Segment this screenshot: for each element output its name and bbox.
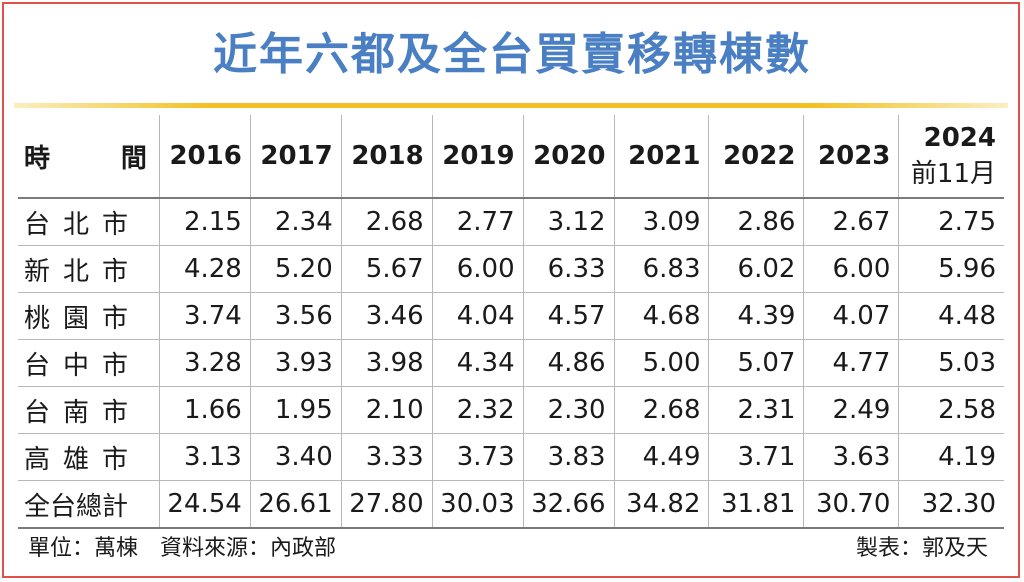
value-cell: 32.30 <box>898 480 1004 529</box>
row-label: 高雄市 <box>18 433 160 481</box>
table-row: 桃園市 3.74 3.56 3.46 4.04 4.57 4.68 4.39 4.07 4.48 <box>18 292 1004 340</box>
value-cell: 6.83 <box>613 245 709 293</box>
row-label: 台南市 <box>18 386 160 434</box>
value-cell: 31.81 <box>708 480 804 529</box>
value-cell: 6.00 <box>431 245 524 293</box>
time-header-char-2: 間 <box>120 143 147 174</box>
header-row: 時 間 2016 2017 2018 2019 2020 2021 2022 2… <box>18 115 1004 199</box>
value-cell: 26.61 <box>249 480 342 529</box>
row-label: 全台總計 <box>18 480 160 529</box>
footer-source: 單位：萬棟 資料來源：內政部 <box>28 536 337 561</box>
value-cell: 5.07 <box>708 339 804 387</box>
value-cell: 1.66 <box>158 386 251 434</box>
table-row: 台北市 2.15 2.34 2.68 2.77 3.12 3.09 2.86 2.67 2.75 <box>18 198 1004 246</box>
value-cell: 2.49 <box>803 386 899 434</box>
value-cell: 2.32 <box>431 386 524 434</box>
value-cell: 3.73 <box>431 433 524 481</box>
value-cell: 2.67 <box>803 198 899 246</box>
value-cell: 4.34 <box>431 339 524 387</box>
value-cell: 3.40 <box>249 433 342 481</box>
table-row: 台南市 1.66 1.95 2.10 2.32 2.30 2.68 2.31 2.49 2.58 <box>18 386 1004 434</box>
value-cell: 4.57 <box>522 292 615 340</box>
value-cell: 2.77 <box>431 198 524 246</box>
value-cell: 4.49 <box>613 433 709 481</box>
value-cell: 4.48 <box>898 292 1004 340</box>
value-cell: 5.20 <box>249 245 342 293</box>
value-cell: 5.03 <box>898 339 1004 387</box>
value-cell: 4.86 <box>522 339 615 387</box>
value-cell: 2.86 <box>708 198 804 246</box>
footer-credit: 製表：郭及天 <box>855 536 988 561</box>
year-header: 2023 <box>803 115 899 199</box>
year-header: 2019 <box>431 115 524 199</box>
value-cell: 3.13 <box>158 433 251 481</box>
value-cell: 2.15 <box>158 198 251 246</box>
value-cell: 6.00 <box>803 245 899 293</box>
value-cell: 4.28 <box>158 245 251 293</box>
year-header: 2022 <box>708 115 804 199</box>
year-header: 2020 <box>522 115 615 199</box>
value-cell: 3.93 <box>249 339 342 387</box>
value-cell: 2.30 <box>522 386 615 434</box>
value-cell: 2.31 <box>708 386 804 434</box>
row-label: 台北市 <box>18 198 160 246</box>
value-cell: 2.75 <box>898 198 1004 246</box>
value-cell: 4.39 <box>708 292 804 340</box>
value-cell: 3.33 <box>340 433 433 481</box>
table-row: 台中市 3.28 3.93 3.98 4.34 4.86 5.00 5.07 4.77 5.03 <box>18 339 1004 387</box>
value-cell: 2.34 <box>249 198 342 246</box>
value-cell: 6.33 <box>522 245 615 293</box>
value-cell: 2.58 <box>898 386 1004 434</box>
year-header-2024: 2024 前11月 <box>898 115 1004 199</box>
value-cell: 4.04 <box>431 292 524 340</box>
value-cell: 1.95 <box>249 386 342 434</box>
value-cell: 4.19 <box>898 433 1004 481</box>
value-cell: 32.66 <box>522 480 615 529</box>
value-cell: 2.68 <box>613 386 709 434</box>
time-header-char-1: 時 <box>24 143 51 174</box>
value-cell: 27.80 <box>340 480 433 529</box>
value-cell: 3.83 <box>522 433 615 481</box>
value-cell: 5.67 <box>340 245 433 293</box>
row-label: 桃園市 <box>18 292 160 340</box>
value-cell: 5.96 <box>898 245 1004 293</box>
row-label: 台中市 <box>18 339 160 387</box>
value-cell: 3.46 <box>340 292 433 340</box>
value-cell: 34.82 <box>613 480 709 529</box>
value-cell: 3.28 <box>158 339 251 387</box>
value-cell: 24.54 <box>158 480 251 529</box>
value-cell: 3.09 <box>613 198 709 246</box>
value-cell: 2.68 <box>340 198 433 246</box>
value-cell: 3.63 <box>803 433 899 481</box>
value-cell: 30.70 <box>803 480 899 529</box>
title-rule <box>14 103 1008 108</box>
value-cell: 2.10 <box>340 386 433 434</box>
year-header: 2016 <box>158 115 251 199</box>
year-header-2024-note: 前11月 <box>910 158 996 189</box>
value-cell: 3.98 <box>340 339 433 387</box>
table-row: 全台總計 24.54 26.61 27.80 30.03 32.66 34.82 31.81 3… <box>18 480 1004 529</box>
value-cell: 6.02 <box>708 245 804 293</box>
value-cell: 4.07 <box>803 292 899 340</box>
year-header-2024-year: 2024 <box>923 122 996 153</box>
table-row: 新北市 4.28 5.20 5.67 6.00 6.33 6.83 6.02 6.00 5.96 <box>18 245 1004 293</box>
value-cell: 4.77 <box>803 339 899 387</box>
value-cell: 4.68 <box>613 292 709 340</box>
value-cell: 3.12 <box>522 198 615 246</box>
chart-title: 近年六都及全台買賣移轉棟數 <box>213 29 811 80</box>
time-header: 時 間 <box>18 115 160 199</box>
value-cell: 3.71 <box>708 433 804 481</box>
table-row: 高雄市 3.13 3.40 3.33 3.73 3.83 4.49 3.71 3.63 4.19 <box>18 433 1004 481</box>
year-header: 2018 <box>340 115 433 199</box>
value-cell: 30.03 <box>431 480 524 529</box>
row-label: 新北市 <box>18 245 160 293</box>
data-table: 時 間 2016 2017 2018 2019 2020 2021 2022 2… <box>18 115 1004 529</box>
year-header: 2017 <box>249 115 342 199</box>
value-cell: 3.74 <box>158 292 251 340</box>
value-cell: 5.00 <box>613 339 709 387</box>
value-cell: 3.56 <box>249 292 342 340</box>
year-header: 2021 <box>613 115 709 199</box>
